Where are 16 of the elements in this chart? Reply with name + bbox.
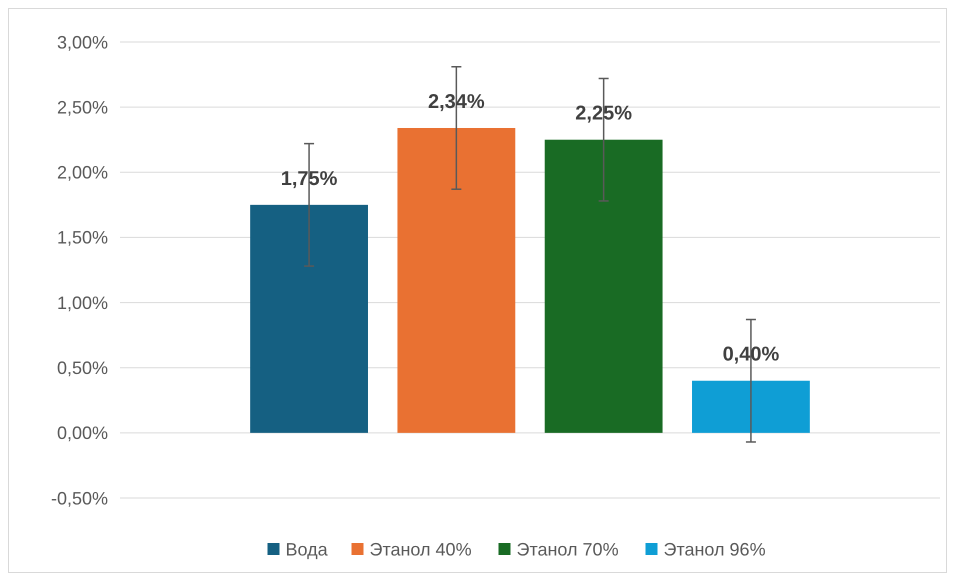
y-tick-label: 0,50% xyxy=(56,358,108,378)
y-tick-label: -0,50% xyxy=(50,488,108,508)
y-tick-label: 2,50% xyxy=(56,97,108,118)
legend-label: Этанол 70% xyxy=(516,539,619,560)
legend-label: Вода xyxy=(286,539,329,560)
legend-label: Этанол 40% xyxy=(370,539,472,560)
bar xyxy=(544,140,663,433)
y-tick-label: 1,50% xyxy=(56,228,108,248)
legend-label: Этанол 96% xyxy=(664,539,766,560)
y-tick-label: 2,00% xyxy=(56,162,108,183)
bar xyxy=(250,204,368,433)
y-tick-label: 0,00% xyxy=(56,423,108,444)
bar xyxy=(397,128,516,433)
bar xyxy=(692,380,810,433)
y-tick-label: 3,00% xyxy=(56,32,108,52)
y-tick-label: 1,00% xyxy=(56,292,108,313)
